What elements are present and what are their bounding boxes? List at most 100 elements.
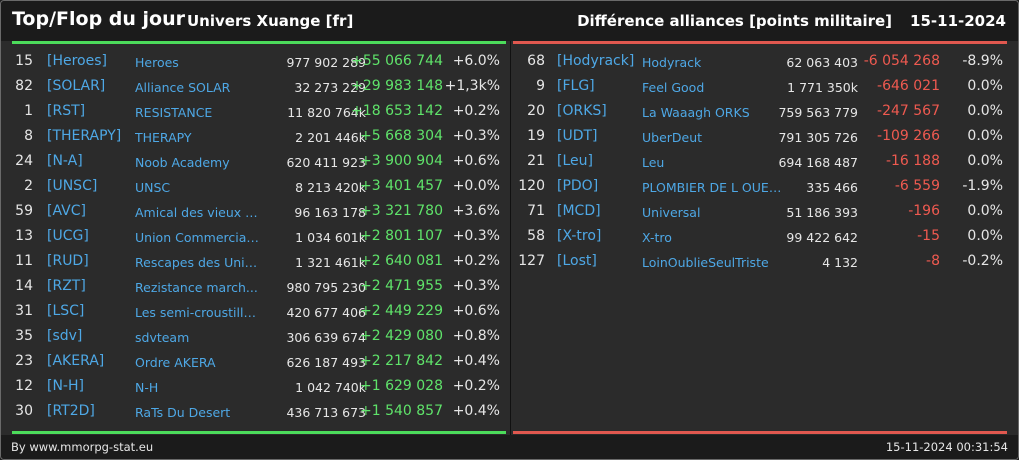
generated-timestamp: 15-11-2024 00:31:54 [885, 440, 1008, 454]
alliance-tag-link[interactable]: [Lost] [557, 253, 597, 269]
points-cell: 420 677 406 [286, 305, 366, 320]
alliance-tag-link[interactable]: [sdv] [47, 328, 83, 344]
percent-cell: +0.4% [452, 353, 500, 369]
percent-cell: +6.0% [452, 53, 500, 69]
alliance-name-link[interactable]: sdvteam [135, 330, 190, 345]
points-cell: 759 563 779 [778, 105, 858, 120]
rank-cell: 68 [527, 53, 545, 69]
points-cell: 62 063 403 [786, 55, 858, 70]
percent-cell: 0.0% [967, 153, 1003, 169]
alliance-tag-link[interactable]: [ORKS] [557, 103, 607, 119]
diff-cell: +2 449 229 [360, 303, 443, 319]
alliance-name-link[interactable]: N-H [135, 380, 159, 395]
flop-row: 19 [UDT] UberDeut 791 305 726 -109 266 0.0% [511, 124, 1018, 149]
flop-accent-bar [513, 41, 1007, 44]
alliance-name-link[interactable]: THERAPY [135, 130, 192, 145]
flop-row: 20 [ORKS] La Waaagh ORKS 759 563 779 -247 56… [511, 99, 1018, 124]
points-cell: 2 201 446k [295, 130, 366, 145]
points-cell: 1 042 740k [295, 380, 366, 395]
alliance-tag-link[interactable]: [FLG] [557, 78, 595, 94]
alliance-name-link[interactable]: UNSC [135, 180, 171, 195]
alliance-name-link[interactable]: Union Commerciale... [135, 230, 261, 245]
alliance-tag-link[interactable]: [RUD] [47, 253, 89, 269]
top-row: 15 [Heroes] Heroes 977 902 289 +55 066 744 +6… [1, 49, 510, 74]
rank-cell: 20 [527, 103, 545, 119]
percent-cell: +0.8% [452, 328, 500, 344]
flop-row: 68 [Hodyrack] Hodyrack 62 063 403 -6 054 268… [511, 49, 1018, 74]
universe-label: Univers Xuange [fr] [187, 12, 354, 30]
alliance-tag-link[interactable]: [MCD] [557, 203, 601, 219]
alliance-name-link[interactable]: Les semi-croustilla... [135, 305, 261, 320]
rank-cell: 23 [15, 353, 33, 369]
percent-cell: +0.2% [452, 103, 500, 119]
rank-cell: 14 [15, 278, 33, 294]
points-cell: 626 187 493 [286, 355, 366, 370]
percent-cell: +0.0% [452, 178, 500, 194]
alliance-tag-link[interactable]: [THERAPY] [47, 128, 122, 144]
diff-cell: -16 188 [885, 153, 940, 169]
top-row: 13 [UCG] Union Commerciale... 1 034 601k +2 … [1, 224, 510, 249]
alliance-tag-link[interactable]: [UDT] [557, 128, 598, 144]
diff-cell: -6 054 268 [863, 53, 940, 69]
alliance-tag-link[interactable]: [Leu] [557, 153, 593, 169]
alliance-name-link[interactable]: Rezistance march... [135, 280, 258, 295]
points-cell: 1 771 350k [787, 80, 858, 95]
points-cell: 980 795 230 [286, 280, 366, 295]
alliance-name-link[interactable]: Rescapes des Univ... [135, 255, 261, 270]
diff-cell: -8 [926, 253, 940, 269]
top-row: 1 [RST] RESISTANCE 11 820 764k +18 653 142 +0… [1, 99, 510, 124]
rank-cell: 127 [518, 253, 545, 269]
diff-cell: +3 900 904 [360, 153, 443, 169]
percent-cell: +3.6% [452, 203, 500, 219]
alliance-tag-link[interactable]: [LSC] [47, 303, 85, 319]
percent-cell: 0.0% [967, 128, 1003, 144]
alliance-name-link[interactable]: Alliance SOLAR [135, 80, 231, 95]
points-cell: 791 305 726 [778, 130, 858, 145]
alliance-tag-link[interactable]: [PDO] [557, 178, 599, 194]
top-row: 8 [THERAPY] THERAPY 2 201 446k +5 668 304 +0.… [1, 124, 510, 149]
alliance-tag-link[interactable]: [RST] [47, 103, 86, 119]
percent-cell: +0.3% [452, 128, 500, 144]
alliance-tag-link[interactable]: [N-A] [47, 153, 83, 169]
points-cell: 335 466 [806, 180, 858, 195]
top-panel: 15 [Heroes] Heroes 977 902 289 +55 066 744 +6… [1, 41, 510, 435]
alliance-tag-link[interactable]: [UNSC] [47, 178, 98, 194]
alliance-name-link[interactable]: RaTs Du Desert [135, 405, 231, 420]
alliance-name-link[interactable]: RESISTANCE [135, 105, 213, 120]
alliance-tag-link[interactable]: [X-tro] [557, 228, 602, 244]
flop-row: 21 [Leu] Leu 694 168 487 -16 188 0.0% [511, 149, 1018, 174]
rank-cell: 31 [15, 303, 33, 319]
alliance-tag-link[interactable]: [AKERA] [47, 353, 105, 369]
site-credit-link[interactable]: By www.mmorpg-stat.eu [11, 440, 154, 454]
alliance-name-link[interactable]: Ordre AKERA [135, 355, 216, 370]
percent-cell: 0.0% [967, 103, 1003, 119]
alliance-tag-link[interactable]: [RT2D] [47, 403, 95, 419]
percent-cell: +0.4% [452, 403, 500, 419]
alliance-name-link[interactable]: Heroes [135, 55, 179, 70]
percent-cell: 0.0% [967, 78, 1003, 94]
diff-cell: +2 471 955 [360, 278, 443, 294]
alliance-tag-link[interactable]: [Heroes] [47, 53, 107, 69]
top-row: 12 [N-H] N-H 1 042 740k +1 629 028 +0.2% [1, 374, 510, 399]
flop-row: 120 [PDO] PLOMBIER DE L OUEST 335 466 -6 559… [511, 174, 1018, 199]
rank-cell: 30 [15, 403, 33, 419]
flop-row: 9 [FLG] Feel Good 1 771 350k -646 021 0.0% [511, 74, 1018, 99]
points-cell: 8 213 420k [295, 180, 366, 195]
alliance-tag-link[interactable]: [RZT] [47, 278, 86, 294]
alliance-tag-link[interactable]: [N-H] [47, 378, 84, 394]
diff-cell: +5 668 304 [360, 128, 443, 144]
top-row: 2 [UNSC] UNSC 8 213 420k +3 401 457 +0.0% [1, 174, 510, 199]
diff-cell: +2 801 107 [360, 228, 443, 244]
points-cell: 1 034 601k [295, 230, 366, 245]
alliance-name-link[interactable]: Amical des vieux co... [135, 205, 261, 220]
alliance-tag-link[interactable]: [UCG] [47, 228, 89, 244]
alliance-name-link[interactable]: Noob Academy [135, 155, 230, 170]
alliance-tag-link[interactable]: [AVC] [47, 203, 86, 219]
alliance-tag-link[interactable]: [Hodyrack] [557, 53, 635, 69]
top-row: 23 [AKERA] Ordre AKERA 626 187 493 +2 217 84… [1, 349, 510, 374]
percent-cell: +0.3% [452, 278, 500, 294]
alliance-tag-link[interactable]: [SOLAR] [47, 78, 106, 94]
rank-cell: 8 [24, 128, 33, 144]
top-row: 30 [RT2D] RaTs Du Desert 436 713 673 +1 540 … [1, 399, 510, 424]
